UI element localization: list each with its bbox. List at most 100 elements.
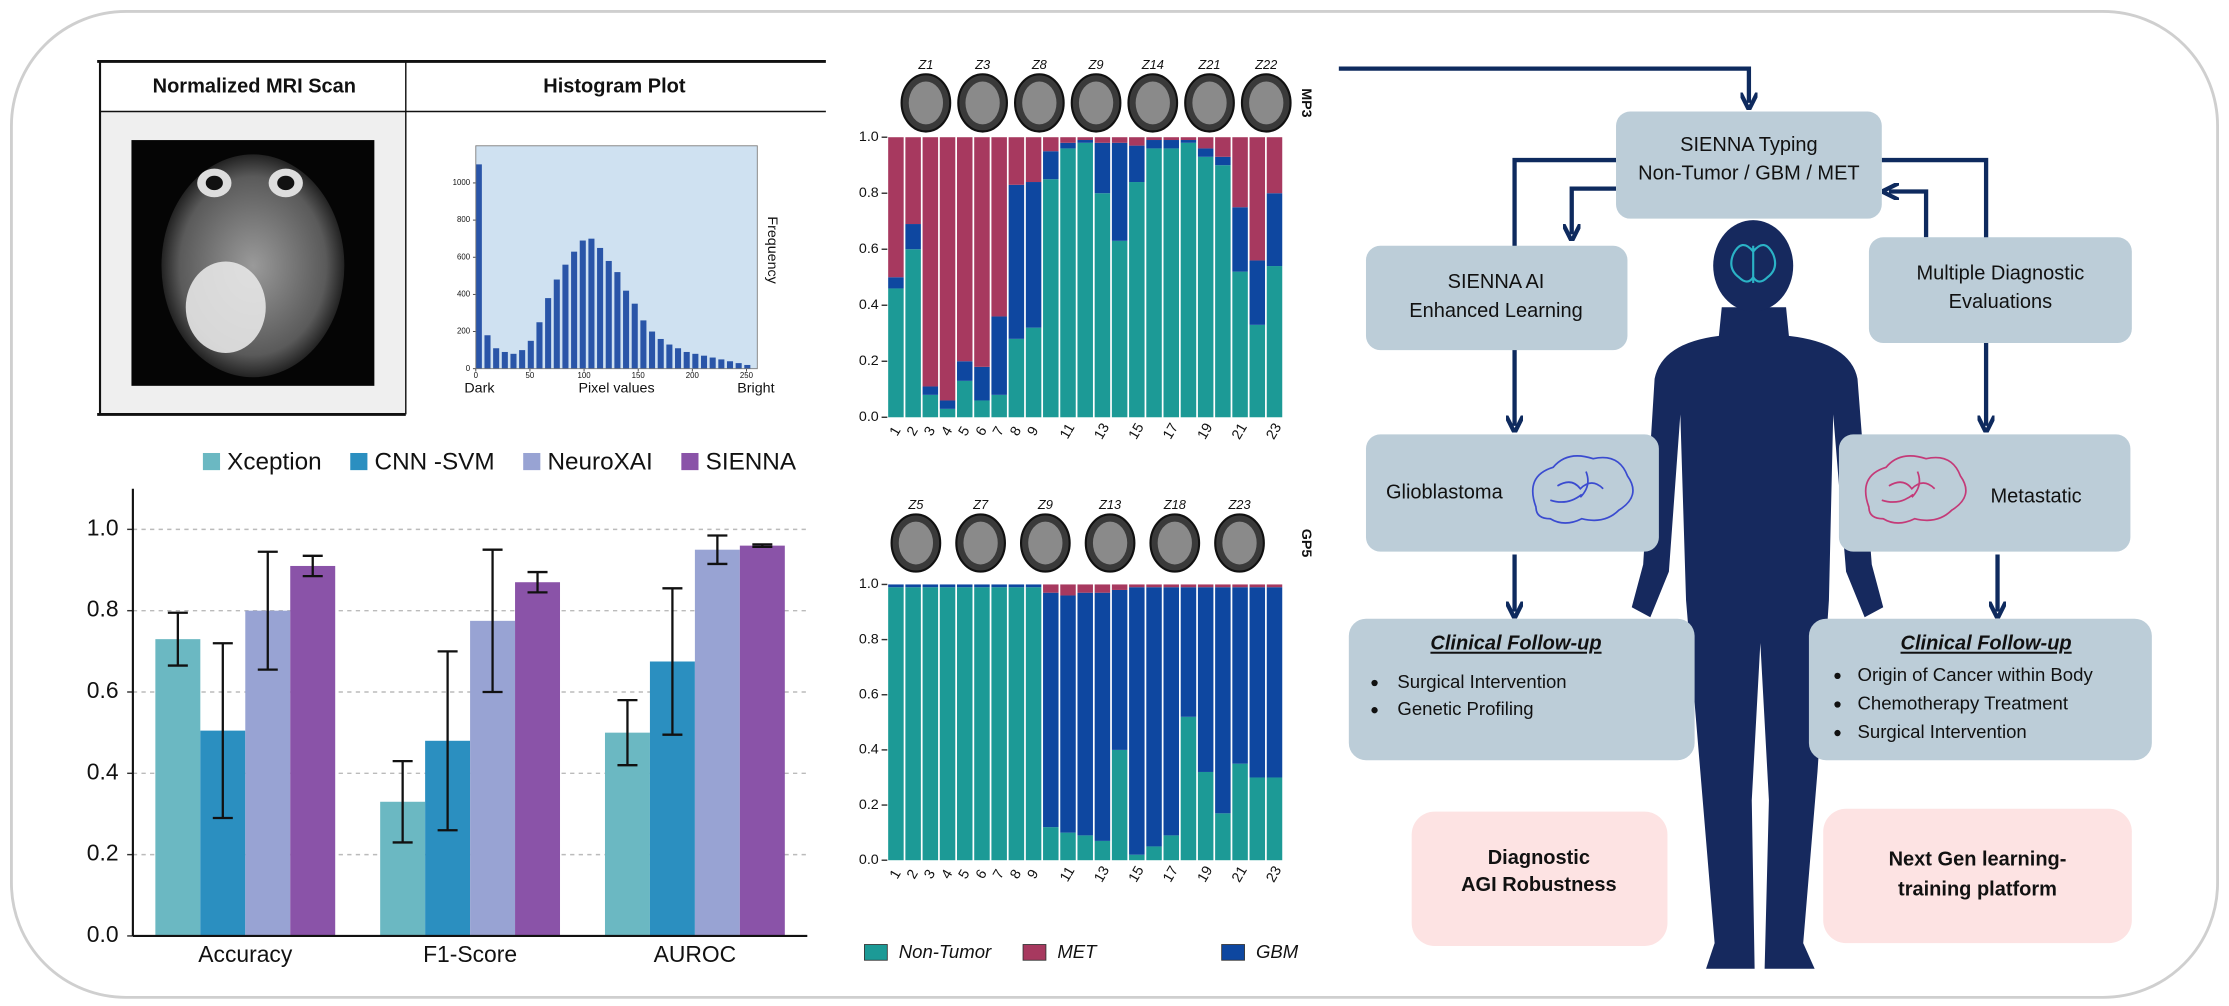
stacked-segment	[939, 584, 956, 588]
error-bar	[437, 650, 458, 832]
thumbnail-label: Z9	[1037, 497, 1053, 512]
stacked-segment	[1008, 184, 1025, 339]
bar	[694, 549, 740, 936]
bar	[739, 545, 785, 936]
histogram-bar	[675, 348, 682, 369]
brain-glow	[1730, 244, 1777, 283]
stacked-segment	[1232, 584, 1248, 588]
thumbnail-label: Z1	[917, 57, 933, 72]
y-tick-label: 1.0	[87, 514, 119, 540]
stacked-segment	[1232, 763, 1248, 861]
stacked-segment	[922, 386, 939, 395]
y-tick-label: 0.4	[859, 297, 879, 313]
y-tick-label: 600	[457, 252, 471, 261]
y-tick-label: 0.6	[859, 687, 879, 703]
stacked-segment	[1060, 584, 1076, 596]
stacked-segment	[1249, 324, 1266, 418]
node-text: Metastatic	[1991, 486, 2082, 508]
stacked-segment	[1129, 587, 1145, 855]
stacked-segment	[991, 316, 1007, 395]
stacked-segment	[1146, 846, 1162, 861]
highlight-box	[1823, 808, 2132, 944]
x-tick-label: AUROC	[654, 941, 737, 967]
stacked-segment	[1197, 148, 1214, 157]
stacked-segment	[1180, 587, 1197, 717]
node-text: SIENNA AI	[1448, 271, 1545, 293]
legend-label: GBM	[1256, 941, 1299, 962]
bar	[290, 565, 336, 936]
x-tick-label: 23	[1263, 421, 1285, 443]
error-bar	[662, 587, 683, 736]
mri-thumbnail-inner	[908, 81, 944, 125]
stacked-segment	[1111, 584, 1128, 590]
legend-swatch	[1221, 944, 1245, 961]
histogram-bar	[519, 350, 526, 369]
y-tick-label: 1.0	[859, 576, 879, 592]
stacked-segment	[1077, 140, 1093, 143]
x-tick-label: 13	[1091, 863, 1113, 885]
thumbnail-label: Z5	[907, 497, 924, 512]
mri-thumbnail-inner	[963, 521, 998, 565]
error-bar	[257, 550, 278, 671]
histogram-bar	[501, 351, 508, 369]
stacked-segment	[1180, 137, 1197, 141]
thumbnail-label: Z14	[1141, 57, 1164, 72]
stacked-segment	[1094, 840, 1111, 861]
stacked-segment	[1060, 595, 1076, 833]
y-tick-label: 0.8	[87, 596, 119, 622]
stacked-segment	[1077, 137, 1093, 141]
thumbnail-label: Z18	[1163, 497, 1187, 512]
error-bar	[167, 611, 188, 667]
mri-thumbnail-inner	[1135, 81, 1170, 125]
x-tick-label: 100	[578, 371, 592, 380]
histogram-bar	[735, 363, 742, 369]
mri-thumbnail-inner	[1092, 521, 1128, 565]
y-axis-label: Frequency	[764, 216, 780, 284]
histogram-bar	[493, 348, 500, 369]
stacked-segment	[1232, 137, 1248, 208]
plot-frame	[475, 145, 758, 370]
stacked-segment	[1215, 813, 1231, 861]
node-text: Glioblastoma	[1386, 481, 1504, 503]
stacked-segment	[1060, 148, 1076, 418]
mri-brain	[161, 154, 345, 378]
stacked-segment	[1008, 584, 1025, 588]
node-text: Non-Tumor / GBM / MET	[1638, 163, 1860, 185]
histogram-bar	[579, 240, 586, 369]
stacked-segment	[922, 587, 939, 861]
stacked-segment	[1077, 592, 1093, 836]
stacked-segment	[1180, 142, 1197, 418]
legend-swatch	[202, 452, 221, 471]
histogram-bar	[657, 338, 664, 369]
stacked-segment	[1060, 137, 1076, 143]
histogram-bar	[614, 272, 621, 369]
y-tick-label: 400	[457, 289, 471, 298]
node-text: SIENNA Typing	[1680, 134, 1817, 156]
histogram-bar	[640, 320, 647, 369]
node-title: Clinical Follow-up	[1430, 633, 1601, 655]
stacked-segment	[888, 277, 904, 289]
stacked-segment	[1197, 584, 1214, 588]
thumbnail-label: Z3	[974, 57, 991, 72]
stacked-segment	[888, 288, 904, 418]
x-tick-label: 17	[1160, 421, 1182, 443]
y-tick-label: 200	[457, 327, 471, 336]
histogram-bar	[631, 303, 638, 369]
stacked-segment	[1094, 137, 1111, 143]
y-tick-label: 1000	[453, 178, 471, 187]
stacked-segment	[1163, 140, 1179, 149]
legend-label: SIENNA	[706, 448, 797, 475]
error-bar	[392, 759, 413, 844]
stacked-segment	[1043, 179, 1059, 418]
mri-thumbnail-inner	[1222, 521, 1257, 565]
y-tick-label: 0.0	[859, 852, 879, 868]
x-tick-label: 13	[1091, 421, 1113, 443]
stacked-segment	[1146, 148, 1162, 418]
stacked-segment	[1111, 589, 1128, 750]
stacked-segment	[939, 137, 956, 401]
stacked-segment	[957, 587, 973, 861]
node-text: Evaluations	[1949, 291, 2052, 313]
stacked-segment	[1266, 777, 1283, 861]
thumbnail-label: Z23	[1227, 497, 1251, 512]
mri-thumbnail-inner	[965, 81, 1000, 125]
